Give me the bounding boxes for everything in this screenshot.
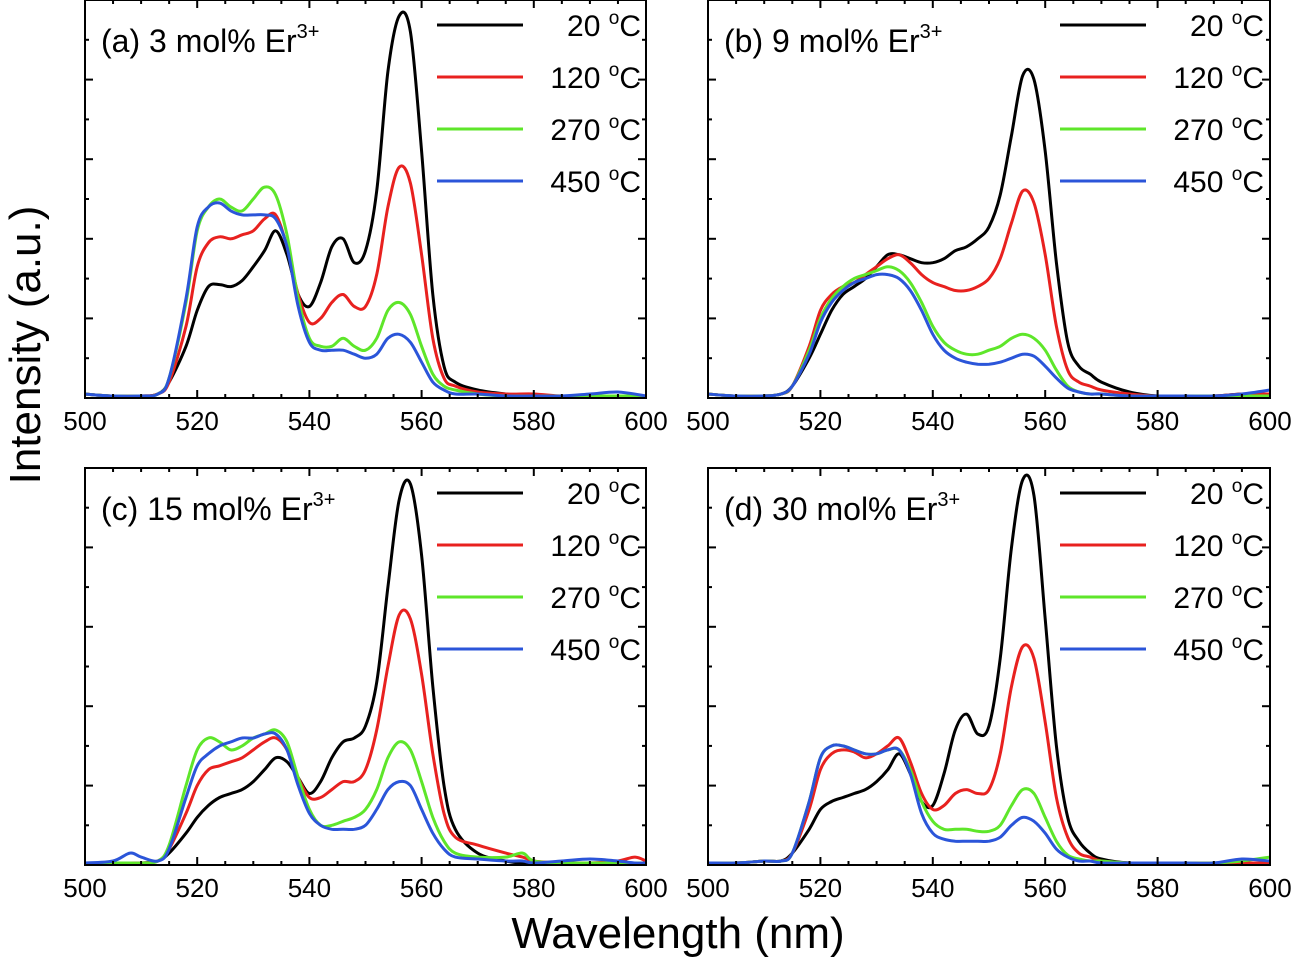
panel-title-text: (c) 15 mol% Er [101, 491, 313, 527]
x-tick-label: 560 [400, 873, 443, 903]
legend-label-1: 20 oC [567, 8, 641, 43]
x-tick-label: 580 [512, 406, 555, 436]
x-tick-label: 600 [624, 873, 667, 903]
series-line-3 [85, 728, 646, 865]
panel-c: 500 520 540 560 580 600 (c) 15 mol% Er3+ 20 oC 1… [63, 467, 668, 903]
x-tick-label: 580 [1136, 873, 1179, 903]
panel-title: (c) 15 mol% Er3+ [101, 489, 335, 527]
legend-label-2: 120 oC [1173, 60, 1264, 95]
x-tick-label: 500 [63, 406, 106, 436]
panel-a: 500 520 540 560 580 600 (a) 3 mol% Er3+ 20 oC 12… [63, 0, 668, 436]
panels: 500 520 540 560 580 600(a) 3 mol% Er3+ 20 oC12… [63, 0, 1292, 903]
legend-label-3: 270 oC [1173, 580, 1264, 615]
x-tick-label: 580 [1136, 406, 1179, 436]
x-tick-label: 560 [1024, 406, 1067, 436]
x-tick-label: 520 [176, 873, 219, 903]
x-tick-label: 500 [686, 406, 729, 436]
legend-label-3: 270 oC [1173, 112, 1264, 147]
panel-title-superscript: 3+ [297, 21, 320, 43]
series-line-3 [85, 185, 646, 398]
series-line-2 [708, 188, 1270, 398]
panel-title: (d) 30 mol% Er3+ [724, 489, 960, 527]
x-tick-label: 600 [1248, 873, 1291, 903]
panel-title-superscript: 3+ [920, 21, 943, 43]
legend-label-4: 450 oC [1173, 632, 1264, 667]
x-tick-label: 520 [799, 873, 842, 903]
legend-label-3: 270 oC [550, 580, 641, 615]
legend-label-2: 120 oC [550, 528, 641, 563]
y-axis-label: Intensity (a.u.) [1, 206, 50, 485]
series-line-1 [708, 67, 1270, 398]
x-tick-label: 500 [63, 873, 106, 903]
panel-d: 500 520 540 560 580 600 (d) 30 mol% Er3+ 20 oC 1… [686, 467, 1292, 903]
legend-label-1: 20 oC [1190, 8, 1264, 43]
panel-title-text: (a) 3 mol% Er [101, 23, 297, 59]
panel-title: (a) 3 mol% Er3+ [101, 21, 319, 59]
x-tick-label: 600 [1248, 406, 1291, 436]
series-line-1 [85, 10, 646, 398]
legend-label-2: 120 oC [550, 60, 641, 95]
panel-title-text: (b) 9 mol% Er [724, 23, 920, 59]
x-tick-label: 540 [911, 873, 954, 903]
legend-label-1: 20 oC [567, 476, 641, 511]
x-tick-label: 520 [176, 406, 219, 436]
x-tick-label: 600 [624, 406, 667, 436]
x-tick-label: 580 [512, 873, 555, 903]
panel-title-superscript: 3+ [313, 489, 336, 511]
x-tick-label: 540 [288, 406, 331, 436]
x-tick-label: 560 [400, 406, 443, 436]
legend-label-4: 450 oC [550, 632, 641, 667]
panel-b: 500 520 540 560 580 600 (b) 9 mol% Er3+ 20 oC 12… [686, 0, 1292, 436]
series-line-4 [708, 272, 1270, 398]
x-tick-label: 540 [911, 406, 954, 436]
series-line-3 [708, 743, 1270, 865]
series-line-3 [708, 265, 1270, 398]
plot-frame [707, 0, 1271, 399]
panel-title-superscript: 3+ [937, 489, 960, 511]
legend-label-4: 450 oC [1173, 164, 1264, 199]
legend-label-3: 270 oC [550, 112, 641, 147]
x-tick-label: 500 [686, 873, 729, 903]
x-tick-label: 560 [1024, 873, 1067, 903]
x-axis-label: Wavelength (nm) [511, 909, 844, 958]
series-line-2 [85, 164, 646, 398]
series-line-4 [85, 731, 646, 865]
series-line-4 [708, 743, 1270, 865]
legend-label-1: 20 oC [1190, 476, 1264, 511]
x-tick-label: 520 [799, 406, 842, 436]
legend-label-4: 450 oC [550, 164, 641, 199]
panel-title-text: (d) 30 mol% Er [724, 491, 938, 527]
legend-label-2: 120 oC [1173, 528, 1264, 563]
series-line-4 [85, 201, 646, 398]
series-line-1 [708, 473, 1270, 865]
x-tick-label: 540 [288, 873, 331, 903]
panel-title: (b) 9 mol% Er3+ [724, 21, 942, 59]
plot-frame [84, 0, 647, 399]
